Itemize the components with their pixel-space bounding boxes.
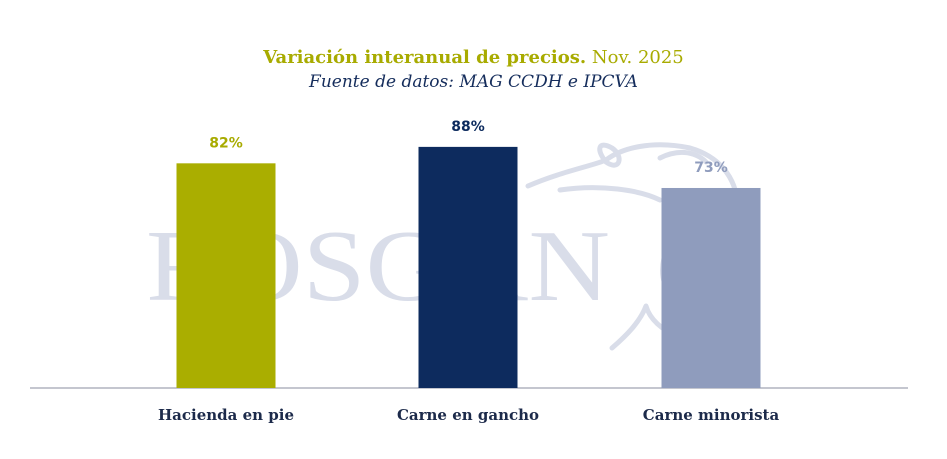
value-label-2: 88% xyxy=(451,119,485,135)
bar-1 xyxy=(176,163,276,388)
chart-title-date: Nov. 2025 xyxy=(591,47,684,68)
chart-title: Variación interanual de precios. Nov. 20… xyxy=(0,46,947,70)
chart-subtitle: Fuente de datos: MAG CCDH e IPCVA xyxy=(309,72,638,92)
bar-3 xyxy=(661,187,761,388)
category-label-3: Carne minorista xyxy=(643,406,780,424)
value-label-1: 82% xyxy=(209,135,243,151)
bar-2 xyxy=(418,146,518,388)
chart-title-bold: Variación interanual de precios. xyxy=(263,47,587,68)
category-labels: Hacienda en pie Carne en gancho Carne mino… xyxy=(158,406,779,424)
category-label-1: Hacienda en pie xyxy=(158,406,294,424)
value-labels: 82% 88% 73% xyxy=(209,119,728,176)
bars xyxy=(176,146,761,388)
value-label-3: 73% xyxy=(694,160,728,176)
chart-title-block: Variación interanual de precios. Nov. 20… xyxy=(0,46,947,94)
category-label-2: Carne en gancho xyxy=(397,406,539,424)
